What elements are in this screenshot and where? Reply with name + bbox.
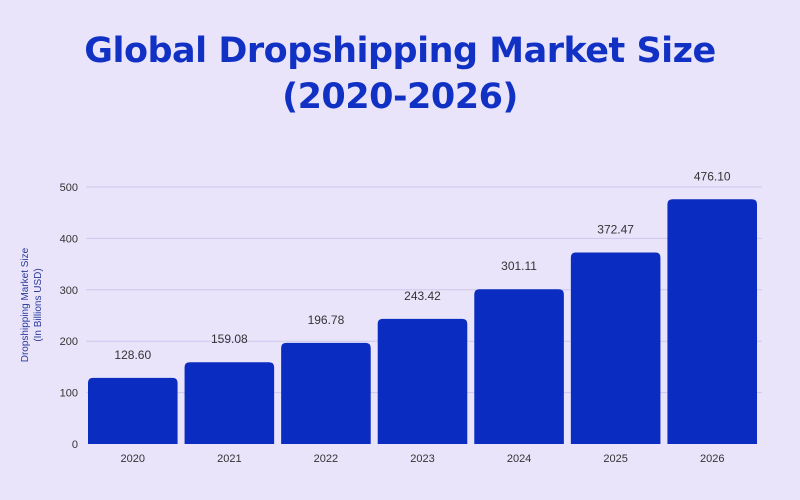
y-tick-label: 500	[60, 182, 78, 194]
data-label: 301.11	[501, 259, 537, 273]
x-tick-label: 2022	[314, 453, 338, 465]
bar-2021	[184, 362, 275, 444]
title-line: Global Dropshipping Market Size	[84, 31, 716, 71]
bar-2023	[377, 318, 468, 444]
data-label: 196.78	[308, 313, 345, 327]
bar-2024	[474, 289, 564, 444]
y-tick-label: 200	[60, 336, 78, 348]
bar-2025	[570, 252, 661, 444]
y-tick-label: 400	[60, 233, 78, 245]
y-tick-label: 300	[60, 285, 78, 297]
x-tick-label: 2023	[410, 453, 434, 465]
bar-2026	[667, 199, 757, 444]
x-tick-label: 2024	[507, 453, 531, 465]
y-axis-label-sub: (In Billions USD)	[33, 268, 44, 341]
bars	[88, 199, 757, 444]
y-tick-label: 100	[60, 388, 78, 400]
x-tick-label: 2021	[217, 453, 241, 465]
x-tick-label: 2025	[603, 453, 627, 465]
labels: 0 100 200 300 400 500 128.60 2020 159.08 2021 196.…	[60, 169, 731, 465]
data-label: 159.08	[211, 332, 248, 346]
data-label: 372.47	[597, 223, 634, 237]
x-tick-label: 2026	[700, 453, 724, 465]
data-label: 243.42	[404, 289, 441, 303]
y-axis-label: Dropshipping Market Size	[20, 247, 31, 362]
subtitle-line: (2020-2026)	[282, 77, 518, 117]
bar-2020	[88, 377, 178, 444]
bar-2022	[281, 342, 371, 444]
y-tick-label: 0	[72, 439, 78, 451]
chart-title: Global Dropshipping Market Size (2020-20…	[0, 28, 800, 120]
data-label: 128.60	[114, 348, 151, 362]
data-label: 476.10	[694, 169, 731, 183]
x-tick-label: 2020	[121, 453, 145, 465]
